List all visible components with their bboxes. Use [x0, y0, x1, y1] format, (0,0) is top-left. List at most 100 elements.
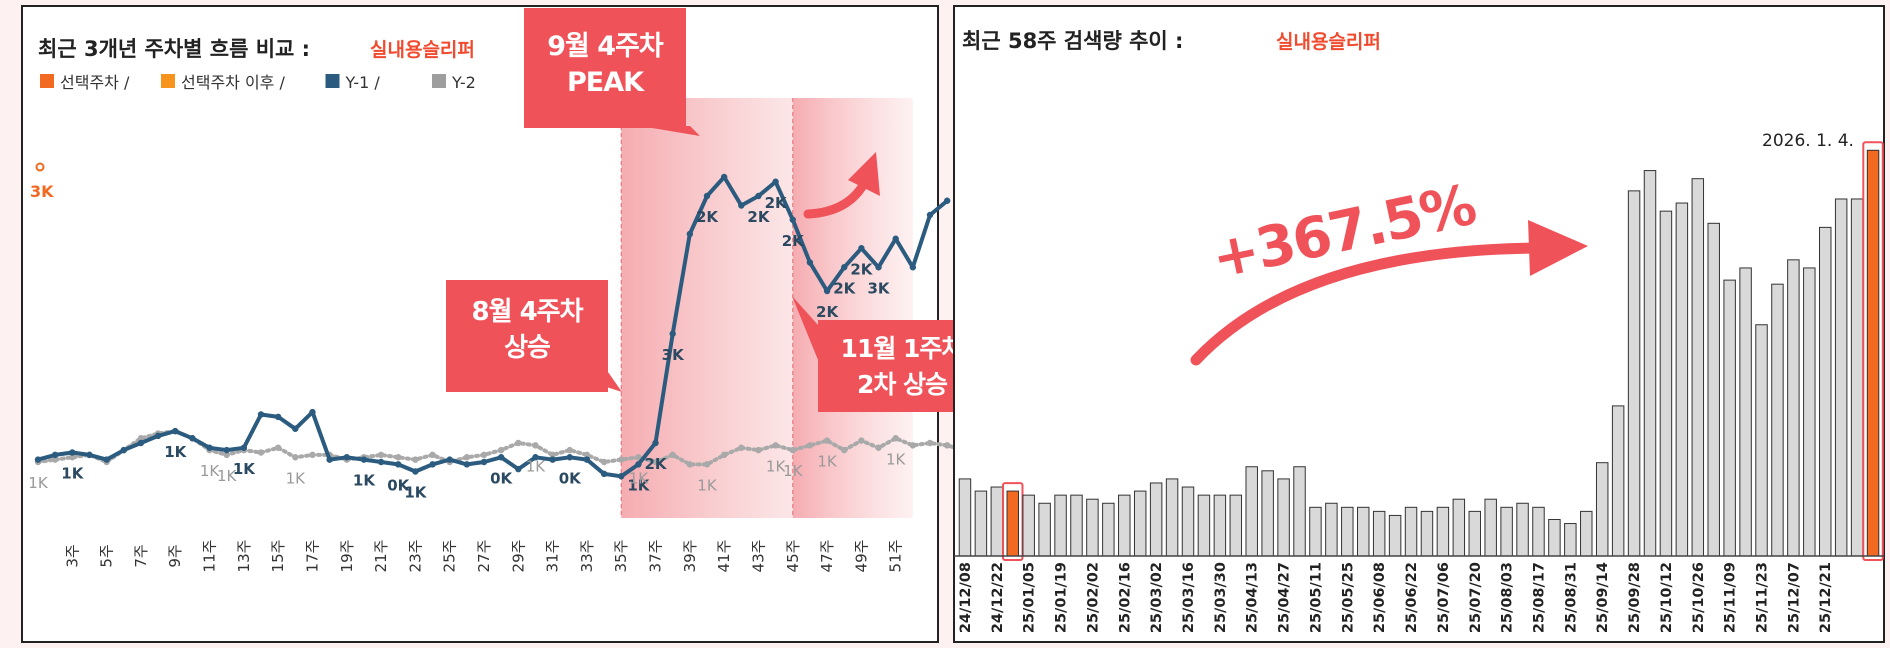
point-y-2-30	[549, 451, 556, 459]
x-axis-ticks: 24/12/08 24/12/22 25/01/05 25/01/19 25/02/02…	[958, 562, 1834, 633]
legend: 선택주차 / 선택주차 이후 / Y-1 / Y-2	[40, 73, 476, 92]
bar-31	[1452, 498, 1466, 557]
point-y-1-3	[86, 451, 93, 459]
legend-swatch-3	[432, 74, 446, 88]
bar-35	[1516, 502, 1529, 557]
point-y-1-42	[755, 192, 762, 200]
bar-37	[1548, 518, 1561, 557]
point-label-0: 1K	[28, 474, 49, 492]
bar-34	[1500, 506, 1513, 557]
point-y-1-29	[532, 454, 539, 461]
point-y-1-38	[686, 230, 694, 238]
point-y-2-20	[377, 451, 385, 459]
point-label-18: 1K	[697, 476, 718, 494]
bar-49	[1739, 267, 1752, 557]
bar-25	[1357, 506, 1370, 557]
bar-18	[1245, 466, 1258, 557]
selected-week-label: 3K	[30, 182, 54, 201]
legend-swatch-1	[161, 74, 175, 88]
x-tick-22: 47주	[818, 540, 836, 573]
bar-23	[1325, 502, 1338, 557]
bar-57	[1866, 149, 1880, 557]
point-y-1-0	[34, 456, 42, 463]
point-y-2-22	[412, 456, 419, 463]
callout-peak-tail	[640, 126, 700, 136]
bar-53	[1803, 267, 1816, 557]
point-label-15: 2K	[645, 455, 668, 473]
point-label-16: 3K	[662, 346, 685, 364]
point-y-1-46	[823, 287, 831, 295]
point-y-1-51	[909, 264, 917, 271]
point-y-1-14	[274, 413, 282, 421]
x-tick-15: 25/07/06	[1436, 562, 1452, 633]
x-tick-9: 25/04/13	[1245, 562, 1261, 633]
legend-label-2: Y-1 /	[345, 73, 381, 92]
point-label-28: 3K	[868, 279, 891, 297]
x-tick-19: 41주	[715, 540, 733, 573]
point-y-1-27	[497, 454, 505, 461]
x-tick-15: 33주	[578, 540, 596, 573]
x-tick-5: 13주	[235, 540, 253, 573]
point-y-2-25	[463, 454, 471, 461]
x-tick-3: 9주	[166, 544, 184, 567]
x-tick-25: 25/11/23	[1755, 562, 1771, 633]
point-y-1-43	[772, 178, 779, 185]
x-tick-11: 25주	[441, 540, 459, 573]
point-y-2-39	[703, 461, 711, 468]
x-tick-23: 25/10/26	[1691, 562, 1707, 633]
x-tick-1: 24/12/22	[990, 562, 1006, 633]
point-label-20: 2K	[765, 194, 788, 212]
point-y-2-47	[841, 446, 848, 454]
x-tick-2: 7주	[132, 544, 150, 567]
point-label-25: 1K	[817, 453, 838, 471]
bar-21	[1293, 466, 1306, 557]
point-y-2-41	[738, 444, 745, 451]
point-y-2-32	[583, 451, 591, 459]
point-y-1-16	[309, 408, 316, 416]
x-tick-18: 39주	[681, 540, 699, 573]
bar-46	[1691, 178, 1705, 557]
x-tick-17: 25/08/03	[1500, 562, 1516, 633]
point-y-1-21	[395, 461, 402, 468]
callout-rise1-line1: 8월 4주차	[472, 297, 584, 327]
point-y-2-52	[926, 439, 934, 447]
bar-24	[1341, 506, 1354, 557]
bar-30	[1436, 506, 1450, 557]
point-y-1-33	[600, 470, 608, 478]
point-y-1-25	[463, 461, 471, 468]
bar-12	[1149, 482, 1163, 557]
bar-26	[1372, 510, 1386, 557]
point-y-2-50	[892, 435, 899, 442]
point-y-1-13	[257, 411, 265, 418]
point-y-1-50	[892, 235, 899, 242]
point-y-2-43	[772, 442, 779, 449]
bar-7	[1070, 494, 1083, 557]
point-label-1: 1K	[61, 465, 84, 483]
point-y-1-40	[720, 173, 728, 181]
x-tick-23: 49주	[852, 540, 870, 573]
point-label-29: 1K	[886, 450, 907, 468]
legend-label-3: Y-2	[451, 73, 476, 92]
bar-28	[1404, 506, 1418, 557]
point-y-2-27	[497, 446, 505, 454]
point-y-2-21	[395, 454, 402, 461]
point-y-1-19	[360, 456, 368, 463]
bar-16	[1213, 494, 1227, 557]
point-y-1-6	[137, 439, 145, 447]
point-y-1-35	[635, 461, 642, 468]
x-tick-17: 37주	[647, 540, 665, 573]
point-y-1-28	[515, 465, 522, 473]
bar-22	[1309, 506, 1322, 557]
x-tick-13: 29주	[509, 540, 527, 573]
callout-rise2-line1: 11월 1주차	[841, 334, 965, 363]
point-y-1-7	[154, 432, 162, 440]
point-y-1-5	[120, 446, 127, 454]
point-label-4: 1K	[217, 467, 238, 485]
bar-highlight-box-57	[1862, 141, 1884, 562]
point-y-1-52	[926, 211, 934, 219]
point-y-2-36	[652, 458, 659, 466]
legend-label-0: 선택주차 /	[60, 73, 130, 92]
left-panel: 최근 3개년 주차별 흐름 비교 : 실내용슬리퍼 선택주차 / 선택주차 이후 …	[21, 5, 986, 643]
point-y-1-32	[583, 456, 591, 463]
